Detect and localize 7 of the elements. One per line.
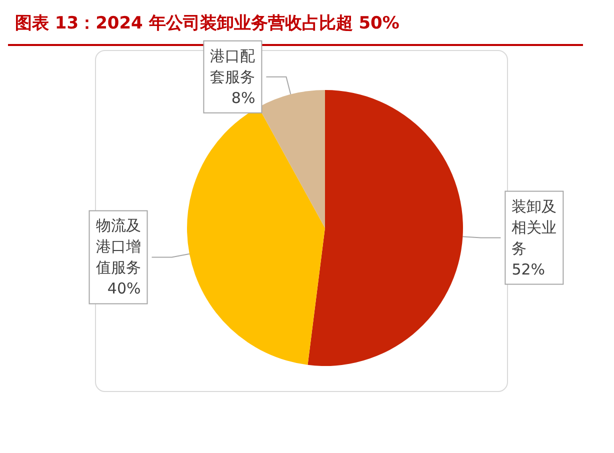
chart-title: 图表 13：2024 年公司装卸业务营收占比超 50% xyxy=(15,14,400,34)
data-label: 40% xyxy=(107,280,141,298)
slice-label: 装卸及相关业务 xyxy=(512,197,557,258)
data-label: 8% xyxy=(231,88,256,107)
slice-label: 港口配套服务 xyxy=(210,46,256,86)
data-label: 52% xyxy=(512,260,546,278)
slice-label: 物流及港口增值服务 xyxy=(96,216,141,277)
